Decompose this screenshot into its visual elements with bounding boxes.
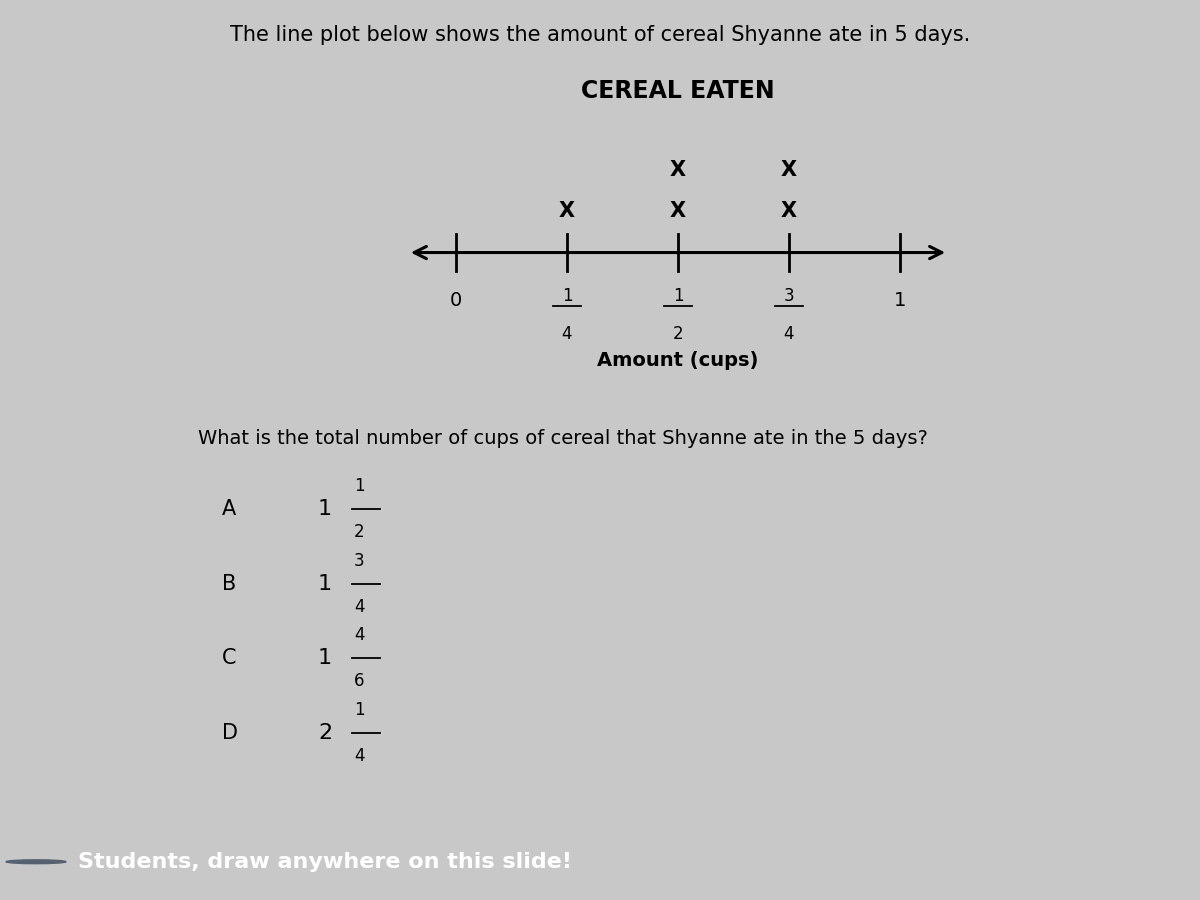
Circle shape [6,860,66,864]
Text: 1: 1 [318,500,332,519]
Text: X: X [559,201,575,221]
Text: B: B [222,573,236,594]
Text: 2: 2 [354,524,365,542]
Text: The line plot below shows the amount of cereal Shyanne ate in 5 days.: The line plot below shows the amount of … [230,25,970,45]
Text: 4: 4 [354,626,365,644]
Text: 1: 1 [354,700,365,718]
Text: 3: 3 [784,287,794,305]
Text: Students, draw anywhere on this slide!: Students, draw anywhere on this slide! [78,851,572,872]
Text: X: X [781,201,797,221]
Text: 1: 1 [562,287,572,305]
Text: What is the total number of cups of cereal that Shyanne ate in the 5 days?: What is the total number of cups of cere… [198,429,928,448]
Text: 4: 4 [354,747,365,765]
Text: 6: 6 [354,672,365,690]
Text: 0: 0 [450,292,462,310]
Text: 1: 1 [318,573,332,594]
Text: D: D [222,723,238,742]
Text: 3: 3 [354,552,365,570]
Text: C: C [222,648,236,669]
Text: 4: 4 [784,326,794,344]
Text: 1: 1 [894,292,906,310]
Text: CEREAL EATEN: CEREAL EATEN [581,79,775,104]
Text: 2: 2 [318,723,332,742]
Text: 1: 1 [673,287,683,305]
Text: 4: 4 [562,326,572,344]
Text: 1: 1 [318,648,332,669]
Text: 4: 4 [354,598,365,616]
Text: X: X [670,201,686,221]
Text: 2: 2 [673,326,683,344]
Text: 1: 1 [354,477,365,495]
Text: A: A [222,500,236,519]
Text: X: X [670,159,686,180]
Text: X: X [781,159,797,180]
Text: Amount (cups): Amount (cups) [598,351,758,370]
